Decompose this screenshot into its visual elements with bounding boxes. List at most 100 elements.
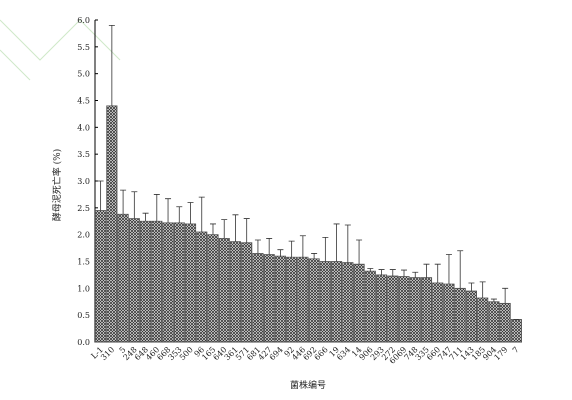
x-tick-label: 666 (313, 345, 330, 362)
error-bar (131, 191, 138, 219)
error-bar (423, 263, 430, 278)
y-tick-label: 2.0 (77, 231, 90, 240)
bar (409, 277, 421, 343)
y-tick-label: 1.0 (77, 284, 90, 293)
error-bar (468, 282, 475, 292)
bar (353, 263, 365, 343)
bar (252, 253, 264, 343)
error-bar (243, 218, 250, 243)
error-bar (299, 235, 306, 258)
bar (139, 220, 152, 343)
error-bar (479, 281, 486, 298)
error-bar (502, 287, 509, 304)
bar (241, 242, 253, 343)
error-bar (378, 269, 385, 275)
y-tick-label: 3.5 (77, 150, 90, 159)
x-axis-label: 菌株编号 (290, 379, 326, 391)
bar (364, 270, 376, 343)
error-bar (187, 202, 194, 224)
error-bar (412, 271, 419, 278)
bar (162, 222, 174, 343)
error-bar (344, 224, 351, 263)
bar (432, 282, 444, 343)
y-tick-label: 6.0 (77, 16, 90, 25)
error-bar (356, 239, 363, 265)
bar (331, 261, 343, 343)
y-tick-label: 5.0 (77, 70, 90, 79)
bar (128, 218, 140, 343)
x-tick-label: 634 (335, 345, 352, 362)
bar (342, 262, 354, 343)
bar (218, 238, 230, 343)
bar (173, 222, 185, 343)
y-tick-label: 5.5 (77, 43, 90, 52)
bar (510, 319, 522, 343)
error-bar (389, 269, 396, 276)
bar (308, 258, 320, 343)
bar (117, 213, 129, 343)
bar (465, 290, 478, 343)
error-bar (232, 214, 239, 242)
error-bar (108, 24, 115, 106)
error-bar (333, 223, 340, 262)
bar (196, 231, 208, 343)
error-bar (401, 269, 408, 277)
error-bar (209, 223, 216, 235)
error-bar (97, 180, 104, 211)
error-bar (120, 189, 127, 215)
error-bar (288, 240, 295, 258)
y-tick-label: 0.0 (77, 338, 90, 347)
bar (286, 256, 298, 343)
error-bar (266, 238, 273, 255)
error-bar (311, 253, 318, 259)
error-bar (277, 249, 284, 257)
bar (420, 277, 433, 343)
error-bar (322, 236, 329, 262)
decoration (0, 19, 121, 81)
x-tick-label: 500 (178, 345, 195, 362)
bar (229, 241, 242, 343)
error-bar (490, 298, 497, 302)
error-bar (221, 219, 228, 239)
bar (488, 301, 500, 343)
x-tick-label: 5 (118, 345, 128, 355)
error-bar (434, 263, 441, 283)
error-bar (367, 268, 374, 272)
bar (95, 210, 107, 343)
bar (499, 302, 511, 343)
bar (398, 276, 410, 343)
x-tick-label: 7 (511, 345, 521, 355)
y-tick-label: 3.0 (77, 177, 90, 186)
bar (274, 255, 286, 343)
bar (151, 220, 163, 343)
error-bar (457, 250, 464, 289)
bar (477, 297, 489, 343)
bar (375, 274, 388, 343)
y-tick-label: 4.0 (77, 123, 90, 132)
y-tick-label: 2.5 (77, 204, 90, 213)
error-bar (153, 194, 160, 222)
y-tick-label: 1.5 (77, 258, 90, 267)
bar (263, 254, 275, 343)
bar (106, 105, 118, 343)
y-tick-label: 4.5 (77, 97, 90, 106)
y-axis-label: 酵母泥死亡率 (%) (51, 149, 63, 221)
bar (443, 283, 455, 343)
x-tick-label: 694 (268, 345, 285, 362)
error-bar (445, 254, 452, 285)
x-tick-label: 179 (492, 345, 509, 362)
bar (387, 275, 399, 343)
error-bar (165, 198, 172, 223)
y-tick-label: 0.5 (77, 311, 90, 320)
error-bar (198, 196, 205, 232)
error-bar (176, 206, 183, 223)
bar (184, 223, 197, 343)
error-bar (142, 212, 149, 222)
bar (207, 234, 219, 343)
bar (319, 261, 331, 343)
bar (454, 287, 466, 343)
x-tick-label: 310 (99, 345, 116, 362)
error-bar (254, 239, 261, 254)
bar (297, 256, 309, 343)
